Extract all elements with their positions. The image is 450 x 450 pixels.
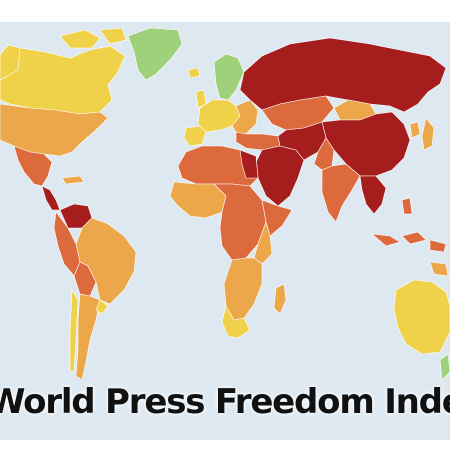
southern-africa (223, 257, 263, 321)
west-africa (169, 181, 227, 219)
australia (393, 279, 450, 355)
mexico (13, 145, 53, 187)
iran-afghanistan (277, 121, 327, 161)
southeast-asia (359, 175, 387, 215)
egypt (239, 149, 259, 179)
caribbean (61, 175, 85, 185)
world-map-svg (0, 22, 450, 440)
scandinavia (213, 53, 245, 101)
india (321, 163, 361, 223)
greenland (127, 27, 183, 81)
page-title: World Press Freedom Index 202 (0, 382, 450, 422)
arctic-islands (59, 27, 127, 49)
chile-uruguay (69, 288, 109, 373)
canada (0, 45, 126, 115)
new-zealand (439, 353, 450, 381)
korea-japan (409, 117, 435, 151)
iberia (183, 125, 207, 147)
china (321, 111, 411, 177)
world-map (0, 22, 450, 440)
indonesia-philippines (371, 197, 447, 253)
alaska (0, 44, 21, 81)
madagascar (273, 283, 287, 315)
argentina (75, 293, 101, 381)
south-africa (221, 305, 251, 339)
papua-new-guinea (429, 261, 449, 277)
kazakhstan-central-asia (261, 95, 335, 131)
